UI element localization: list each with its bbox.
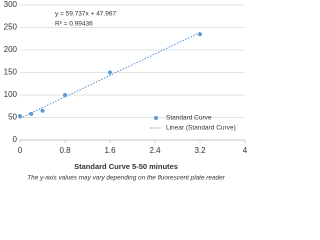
legend-swatch: [154, 116, 158, 120]
x-tick-label: 0.8: [59, 146, 71, 155]
x-tick-label: 3.2: [194, 146, 206, 155]
point: [40, 108, 45, 113]
y-tick-label: 100: [4, 90, 18, 99]
point: [108, 70, 112, 75]
chart-subtitle: The y-axis values may vary depending on …: [27, 175, 225, 182]
x-tick-label: 2.4: [149, 146, 161, 155]
y-tick-label: 250: [4, 23, 18, 32]
y-tick-label: 150: [4, 68, 18, 77]
y-tick-label: 200: [4, 45, 18, 54]
trendline: [19, 31, 201, 119]
chart: Standard Curve 5-50 minutes The y-axis v…: [4, 0, 248, 182]
legend-label: Standard Curve: [166, 115, 212, 122]
legend-label: Linear (Standard Curve): [166, 125, 236, 132]
point: [18, 114, 22, 119]
x-tick-label: 4: [243, 146, 248, 155]
y-tick-label: 0: [13, 135, 18, 144]
x-tick-label: 0: [18, 146, 23, 155]
y-tick-label: 300: [4, 0, 18, 9]
equation: y = 59.737x + 47.967: [55, 11, 116, 18]
r-squared: R² = 0.99436: [55, 21, 93, 28]
x-tick-label: 1.6: [104, 146, 116, 155]
y-tick-label: 50: [8, 113, 17, 122]
chart-title: Standard Curve 5-50 minutes: [74, 162, 178, 171]
